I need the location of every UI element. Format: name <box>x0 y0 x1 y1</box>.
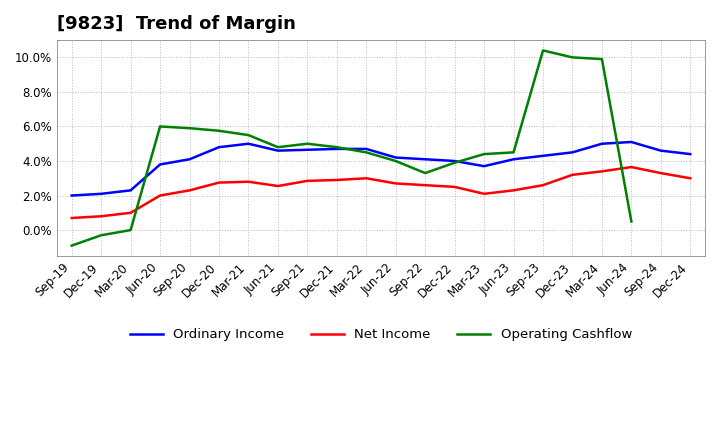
Operating Cashflow <box>185 125 194 131</box>
Net Income <box>185 188 194 193</box>
Operating Cashflow <box>509 150 518 155</box>
Line: Ordinary Income: Ordinary Income <box>72 142 690 195</box>
Operating Cashflow <box>362 150 371 155</box>
Operating Cashflow <box>215 128 223 133</box>
Net Income <box>480 191 488 196</box>
Ordinary Income <box>539 153 547 158</box>
Net Income <box>303 178 312 183</box>
Net Income <box>421 183 430 188</box>
Ordinary Income <box>657 148 665 153</box>
Ordinary Income <box>215 145 223 150</box>
Operating Cashflow <box>568 55 577 60</box>
Net Income <box>333 177 341 183</box>
Operating Cashflow <box>303 141 312 147</box>
Operating Cashflow <box>539 48 547 53</box>
Net Income <box>568 172 577 177</box>
Operating Cashflow <box>598 56 606 62</box>
Operating Cashflow <box>333 145 341 150</box>
Net Income <box>627 165 636 170</box>
Ordinary Income <box>362 146 371 151</box>
Ordinary Income <box>333 146 341 151</box>
Ordinary Income <box>480 164 488 169</box>
Line: Net Income: Net Income <box>72 167 690 218</box>
Operating Cashflow <box>68 243 76 248</box>
Ordinary Income <box>303 147 312 152</box>
Ordinary Income <box>244 141 253 147</box>
Ordinary Income <box>68 193 76 198</box>
Ordinary Income <box>509 157 518 162</box>
Operating Cashflow <box>126 227 135 233</box>
Ordinary Income <box>627 139 636 145</box>
Net Income <box>215 180 223 185</box>
Net Income <box>362 176 371 181</box>
Ordinary Income <box>598 141 606 147</box>
Operating Cashflow <box>450 160 459 165</box>
Ordinary Income <box>185 157 194 162</box>
Net Income <box>68 215 76 220</box>
Line: Operating Cashflow: Operating Cashflow <box>72 51 631 246</box>
Ordinary Income <box>392 155 400 160</box>
Net Income <box>539 183 547 188</box>
Net Income <box>598 169 606 174</box>
Net Income <box>657 170 665 176</box>
Net Income <box>392 181 400 186</box>
Operating Cashflow <box>627 219 636 224</box>
Net Income <box>274 183 282 189</box>
Net Income <box>126 210 135 216</box>
Operating Cashflow <box>244 132 253 138</box>
Net Income <box>450 184 459 190</box>
Ordinary Income <box>126 188 135 193</box>
Operating Cashflow <box>274 145 282 150</box>
Net Income <box>97 214 106 219</box>
Text: [9823]  Trend of Margin: [9823] Trend of Margin <box>57 15 296 33</box>
Operating Cashflow <box>97 233 106 238</box>
Net Income <box>156 193 164 198</box>
Operating Cashflow <box>421 170 430 176</box>
Operating Cashflow <box>156 124 164 129</box>
Ordinary Income <box>568 150 577 155</box>
Ordinary Income <box>156 162 164 167</box>
Net Income <box>244 179 253 184</box>
Operating Cashflow <box>480 151 488 157</box>
Net Income <box>686 176 695 181</box>
Ordinary Income <box>274 148 282 153</box>
Ordinary Income <box>450 158 459 164</box>
Ordinary Income <box>421 157 430 162</box>
Legend: Ordinary Income, Net Income, Operating Cashflow: Ordinary Income, Net Income, Operating C… <box>125 323 637 347</box>
Ordinary Income <box>686 151 695 157</box>
Operating Cashflow <box>392 158 400 164</box>
Ordinary Income <box>97 191 106 196</box>
Net Income <box>509 188 518 193</box>
